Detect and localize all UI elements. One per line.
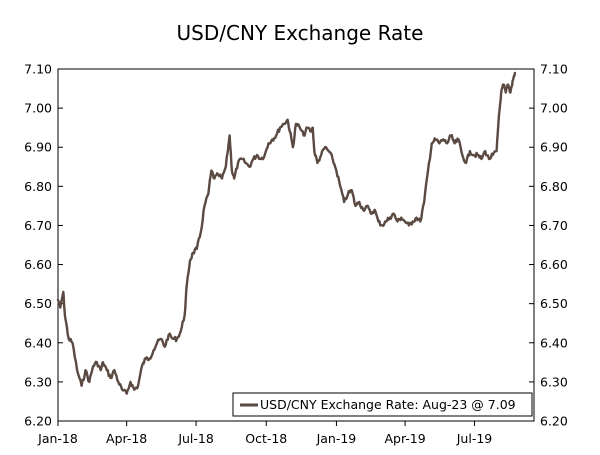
series-line-usd-cny [56, 71, 517, 395]
x-axis: Jan-18 Apr-18 Jul-18 Oct-18 Jan-19 Apr-19 Jul-… [37, 421, 492, 446]
y-tick-label-left: 6.20 [24, 414, 52, 429]
y-tick-label-left: 7.10 [24, 62, 52, 77]
y-axis-right: 6.20 6.30 6.40 6.50 6.60 6.70 6.80 6.90 7.00 7.10 [529, 62, 568, 429]
x-tick-label: Oct-18 [245, 431, 287, 446]
x-tick-label: Jul-18 [177, 431, 214, 446]
y-tick-label-left: 6.30 [24, 374, 52, 389]
y-tick-label-left: 6.70 [24, 218, 52, 233]
y-tick-label-right: 6.30 [540, 374, 568, 389]
y-tick-label-right: 7.00 [540, 101, 568, 116]
y-tick-label-right: 6.70 [540, 218, 568, 233]
y-tick-label-right: 6.50 [540, 296, 568, 311]
x-tick-label: Jan-19 [316, 431, 357, 446]
y-tick-label-right: 6.80 [540, 179, 568, 194]
x-tick-label: Apr-19 [384, 431, 425, 446]
y-tick-label-left: 6.90 [24, 140, 52, 155]
y-tick-label-left: 7.00 [24, 101, 52, 116]
x-tick-label: Jul-19 [456, 431, 493, 446]
legend-box [232, 392, 533, 417]
y-tick-label-right: 7.10 [540, 62, 568, 77]
plot-area [57, 68, 535, 422]
y-tick-label-right: 6.40 [540, 335, 568, 350]
x-tick-label: Apr-18 [106, 431, 147, 446]
y-tick-label-left: 6.60 [24, 257, 52, 272]
chart-title: USD/CNY Exchange Rate [177, 21, 424, 45]
legend: USD/CNY Exchange Rate: Aug-23 @ 7.09 [232, 392, 533, 417]
x-tick-label: Jan-18 [37, 431, 78, 446]
y-tick-label-left: 6.50 [24, 296, 52, 311]
y-axis-left: 6.20 6.30 6.40 6.50 6.60 6.70 6.80 6.90 7.00 7.10 [24, 62, 63, 429]
legend-label: USD/CNY Exchange Rate: Aug-23 @ 7.09 [260, 397, 516, 412]
y-tick-label-left: 6.40 [24, 335, 52, 350]
y-tick-label-left: 6.80 [24, 179, 52, 194]
y-tick-label-right: 6.20 [540, 414, 568, 429]
y-tick-label-right: 6.90 [540, 140, 568, 155]
y-tick-label-right: 6.60 [540, 257, 568, 272]
